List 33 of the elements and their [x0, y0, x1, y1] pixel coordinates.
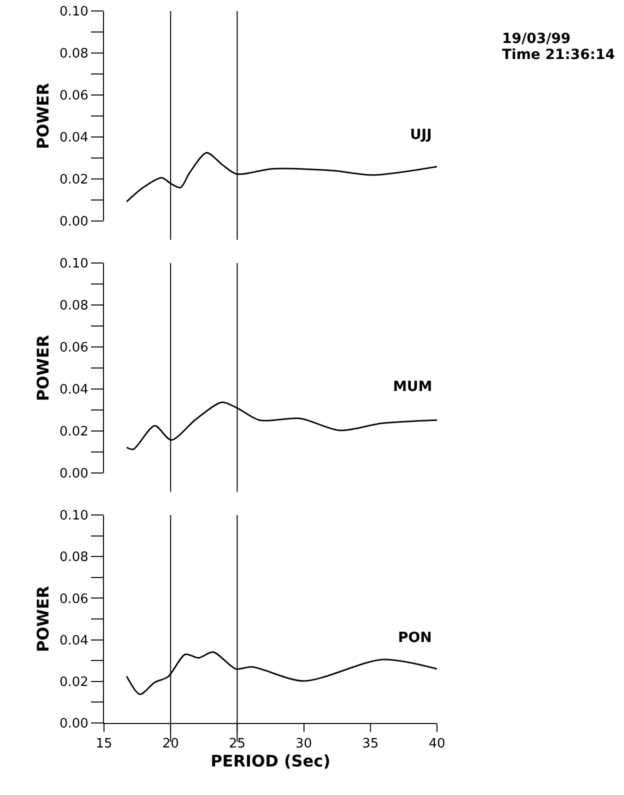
y-tick-label: 0.02 — [59, 424, 88, 440]
x-tick-label: 15 — [96, 736, 112, 752]
y-tick-label: 0.10 — [59, 256, 88, 272]
x-tick-label: 35 — [362, 736, 379, 752]
x-tick-label: 40 — [428, 736, 446, 752]
y-axis-title: POWER — [33, 334, 52, 402]
series-label: UJJ — [410, 127, 432, 143]
y-tick-label: 0.04 — [59, 130, 88, 146]
series-label: PON — [398, 630, 432, 646]
x-tick-label: 25 — [228, 736, 246, 752]
y-tick-label: 0.06 — [59, 592, 88, 607]
y-tick-label: 0.04 — [59, 633, 88, 648]
y-axis-title: POWER — [33, 82, 52, 150]
y-tick-label: 0.10 — [59, 4, 88, 20]
y-tick-label: 0.06 — [59, 340, 88, 356]
y-tick-label: 0.06 — [59, 88, 88, 104]
y-tick-label: 0.00 — [59, 716, 88, 732]
text: 19/03/99 — [502, 31, 571, 47]
y-tick-label: 0.04 — [59, 382, 88, 398]
x-tick-label: 20 — [162, 736, 179, 752]
y-tick-label: 0.00 — [59, 214, 88, 230]
y-tick-label: 0.00 — [59, 466, 88, 482]
y-axis-title: POWER — [33, 586, 52, 652]
text: Time 21:36:14 — [502, 47, 616, 63]
y-tick-label: 0.10 — [59, 508, 88, 524]
series-label: MUM — [393, 379, 432, 395]
x-tick-label: 30 — [296, 736, 312, 752]
y-tick-label: 0.08 — [59, 550, 88, 566]
x-axis-title: PERIOD (Sec) — [210, 752, 330, 771]
y-tick-label: 0.08 — [59, 46, 88, 62]
y-tick-label: 0.02 — [59, 172, 88, 188]
y-tick-label: 0.02 — [59, 674, 88, 690]
y-tick-label: 0.08 — [59, 298, 88, 314]
